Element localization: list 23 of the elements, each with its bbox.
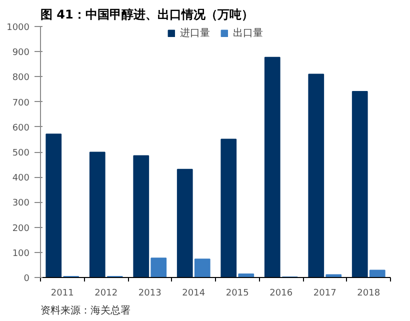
x-tick-label: 2018 xyxy=(357,288,380,298)
y-tick-label: 300 xyxy=(12,198,30,209)
x-tick-label: 2016 xyxy=(270,288,293,298)
y-tick-label: 400 xyxy=(12,174,30,184)
y-tick-label: 900 xyxy=(12,48,30,58)
y-tick-label: 100 xyxy=(12,248,30,259)
y-tick-label: 0 xyxy=(24,274,30,284)
y-tick-label: 700 xyxy=(12,98,30,108)
x-tick-label: 2013 xyxy=(138,288,162,298)
x-tick-label: 2015 xyxy=(226,288,249,298)
legend-label: 进口量 xyxy=(180,26,210,40)
y-tick-label: 600 xyxy=(12,123,30,134)
y-tick-label: 200 xyxy=(12,224,30,234)
y-tick-label: 1000 xyxy=(6,23,30,33)
y-tick-label: 500 xyxy=(12,148,30,158)
x-tick-label: 2012 xyxy=(94,288,118,298)
x-tick-label: 2014 xyxy=(182,288,206,298)
x-tick-label: 2011 xyxy=(50,288,74,298)
x-tick-label: 2017 xyxy=(313,288,336,298)
chart-title: 图 41：中国甲醇进、出口情况（万吨） xyxy=(40,8,254,22)
text: 资料来源：海关总署 xyxy=(40,304,130,316)
legend-label: 出口量 xyxy=(233,26,263,40)
y-tick-label: 800 xyxy=(12,73,30,84)
